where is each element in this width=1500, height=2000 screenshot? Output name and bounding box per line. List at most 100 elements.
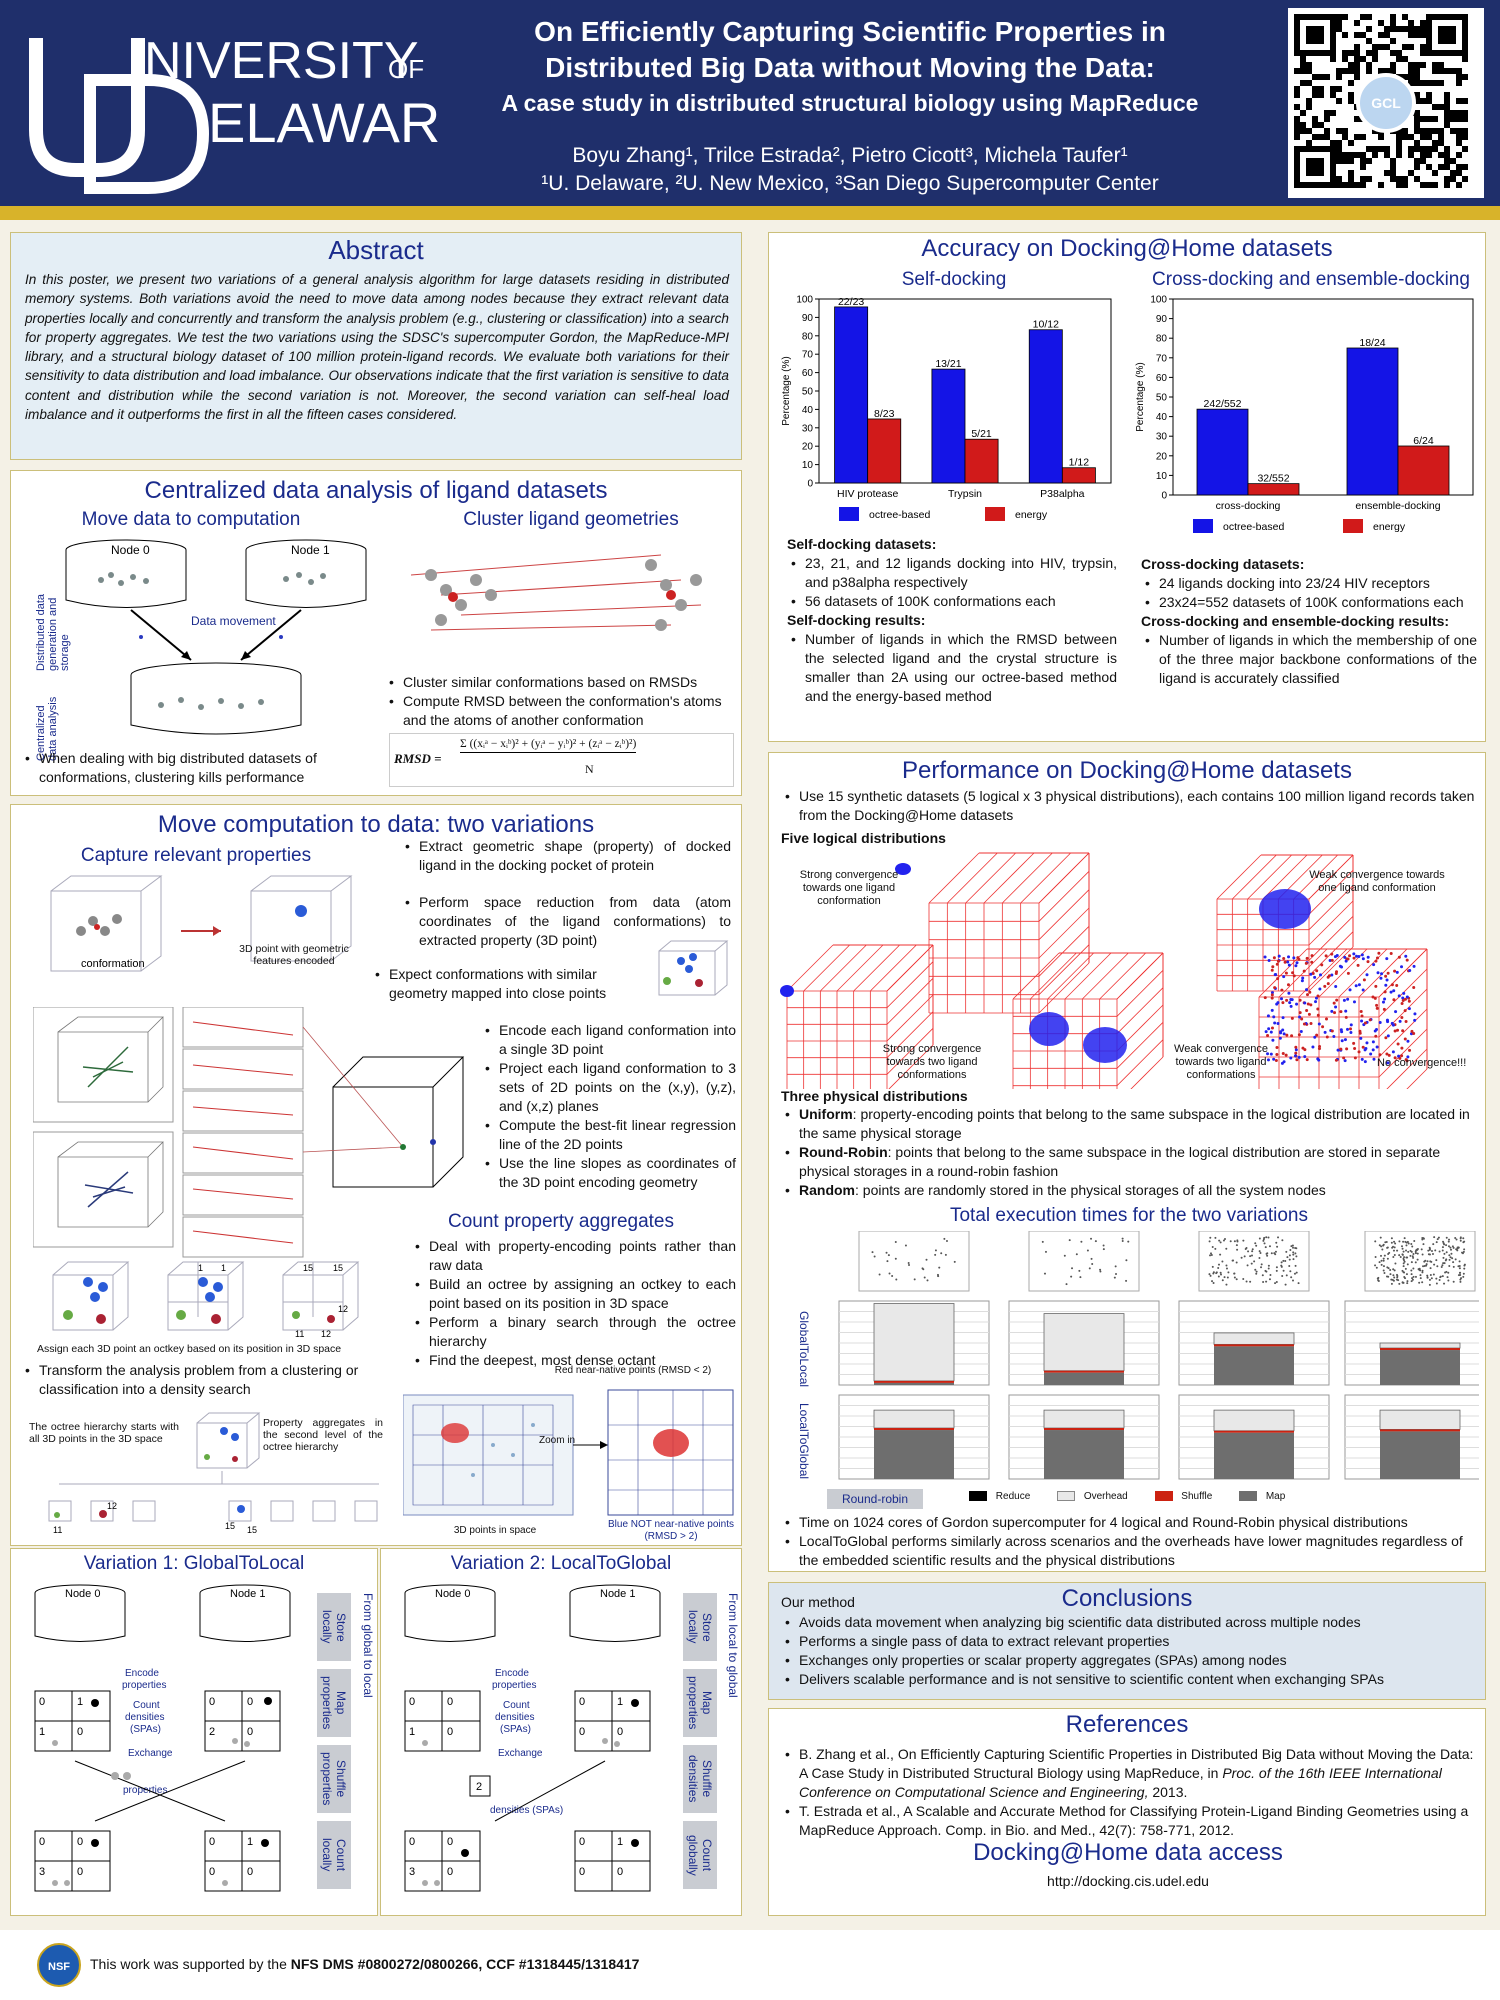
random-point (1365, 973, 1369, 977)
poster-subtitle: A case study in distributed structural b… (501, 90, 1199, 116)
qr-module (1444, 104, 1450, 110)
mini-point (1454, 1258, 1457, 1261)
qr-code[interactable]: GCL (1288, 8, 1484, 198)
random-point (1387, 1053, 1391, 1057)
mini-point (1070, 1275, 1073, 1278)
mini-point (1435, 1259, 1438, 1262)
data-access-url[interactable]: http://docking.cis.udel.edu (1047, 1873, 1209, 1889)
y-tick-label: 20 (1156, 451, 1168, 462)
mini-point (895, 1278, 898, 1281)
bar-shuffle (874, 1428, 954, 1431)
svg-text:Encode: Encode (495, 1668, 529, 1679)
svg-text:densities: densities (125, 1712, 164, 1723)
random-point (1393, 1029, 1397, 1033)
random-point (1342, 1056, 1346, 1060)
y-tick-label: 50 (802, 387, 814, 398)
mini-point (1264, 1246, 1267, 1249)
qr-module (1438, 80, 1444, 86)
physical-round-robin: Round-Robin: points that belong to the s… (781, 1143, 1481, 1181)
mini-point (1227, 1271, 1230, 1274)
random-point (1401, 999, 1405, 1003)
qr-module (1432, 170, 1438, 176)
random-point (1385, 957, 1389, 961)
mini-point (1422, 1243, 1425, 1246)
random-point (1287, 991, 1291, 995)
qr-module (1336, 98, 1342, 104)
mini-point (1392, 1256, 1395, 1259)
our-method-label: Our method (781, 1594, 855, 1610)
qr-module (1396, 128, 1402, 134)
random-point (1412, 964, 1416, 968)
svg-text:properties: properties (123, 1785, 167, 1796)
mini-point (1398, 1282, 1401, 1285)
qr-module (1294, 116, 1300, 122)
qr-module (1396, 152, 1402, 158)
grid-line (1099, 952, 1146, 1000)
mini-point (1409, 1254, 1412, 1257)
bar-energy (1247, 483, 1300, 496)
mini-point (1292, 1258, 1295, 1261)
mini-point (1447, 1271, 1450, 1274)
qr-module (1390, 50, 1396, 56)
bar-shuffle (1380, 1348, 1460, 1351)
mini-point (1245, 1280, 1248, 1283)
mini-point (1065, 1283, 1068, 1286)
mini-point (1295, 1271, 1298, 1274)
performance-panel: Performance on Docking@Home datasets Use… (768, 752, 1486, 1572)
random-point (1362, 978, 1366, 982)
random-point (1334, 972, 1338, 976)
qr-module (1312, 74, 1318, 80)
random-point (1270, 991, 1274, 995)
legend-swatch (1343, 519, 1363, 533)
random-point (1403, 1037, 1407, 1041)
qr-center-logo (1356, 73, 1416, 133)
mini-point (1235, 1244, 1238, 1247)
qr-module (1420, 20, 1426, 26)
mini-point (1448, 1238, 1451, 1241)
grid-line (1038, 852, 1090, 904)
mini-point (886, 1260, 889, 1263)
random-point (1360, 1057, 1364, 1061)
mini-point (1254, 1242, 1257, 1245)
qr-module (1450, 128, 1456, 134)
qr-module (1444, 122, 1450, 128)
random-point (1267, 959, 1271, 963)
v1-direction: From global to local (361, 1593, 375, 1698)
mini-point (1233, 1240, 1236, 1243)
qr-module (1414, 128, 1420, 134)
mini-point (1406, 1280, 1409, 1283)
qr-module (1426, 152, 1432, 158)
mini-point (1249, 1280, 1252, 1283)
mini-point (1393, 1253, 1396, 1256)
qr-module (1426, 164, 1432, 170)
qr-module (1444, 146, 1450, 152)
qr-module (1366, 176, 1372, 182)
random-point (1316, 994, 1320, 998)
random-point (1344, 1015, 1348, 1019)
qr-module (1462, 110, 1468, 116)
random-point (1386, 1020, 1390, 1024)
random-point (1276, 977, 1280, 981)
random-point (1342, 998, 1346, 1002)
bar-overhead (1379, 1409, 1461, 1430)
mini-point (1255, 1272, 1258, 1275)
self-docking-chart: 0 10 20 30 40 50 60 70 80 90 100 Percentage (%) 22/2… (781, 295, 1112, 521)
random-point (1349, 1031, 1353, 1035)
qr-module (1300, 68, 1306, 74)
qr-module (1366, 62, 1372, 68)
poster-title-2: Distributed Big Data without Moving the … (545, 52, 1155, 83)
mini-point (1458, 1267, 1461, 1270)
qr-module (1390, 158, 1396, 164)
mini-point (1246, 1264, 1249, 1267)
mini-point (1242, 1277, 1245, 1280)
mini-point (1075, 1253, 1078, 1256)
mini-point (1247, 1250, 1250, 1253)
random-point (1275, 1002, 1279, 1006)
legend-overhead-swatch (1057, 1491, 1076, 1502)
qr-module (1450, 176, 1456, 182)
mini-point (1386, 1246, 1389, 1249)
mini-point (1449, 1246, 1452, 1249)
random-point (1385, 978, 1389, 982)
centralized-panel: Centralized data analysis of ligand data… (10, 470, 742, 796)
variation1-title: Variation 1: GlobalToLocal (83, 1553, 305, 1574)
